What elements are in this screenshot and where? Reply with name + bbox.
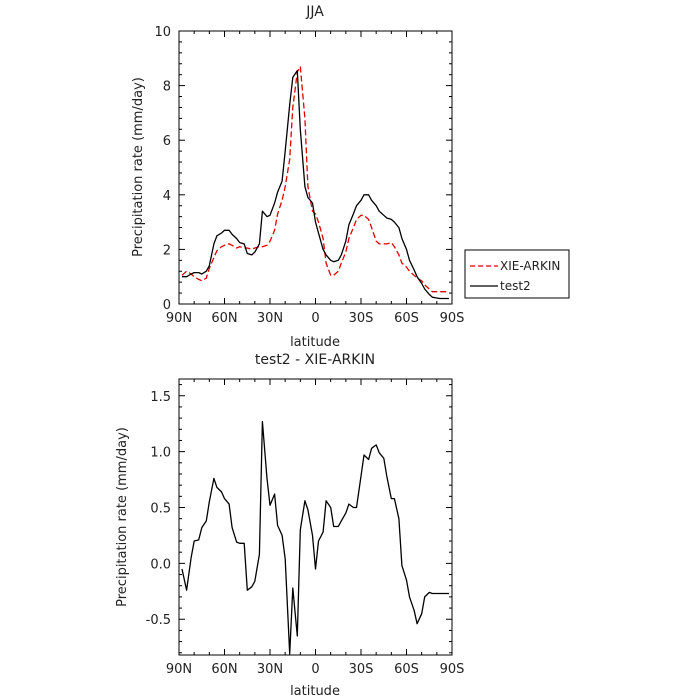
y-axis-label: Precipitation rate (mm/day) [131, 77, 146, 257]
x-axis-label: latitude [290, 684, 340, 699]
chart-title: JJA [305, 4, 324, 20]
x-tick-label: 90N [166, 662, 192, 677]
x-tick-label: 90N [166, 311, 192, 326]
x-axis-label: latitude [290, 335, 340, 350]
y-tick-label: 8 [163, 80, 171, 95]
plot-frame [178, 378, 453, 656]
x-tick-label: 60S [394, 311, 419, 326]
legend-frame [464, 249, 570, 299]
y-tick-label: 0.0 [150, 557, 171, 572]
legend-label-test2: test2 [500, 279, 531, 293]
x-tick-label: 90S [440, 662, 465, 677]
y-tick-label: 10 [154, 25, 171, 40]
y-tick-label: -0.5 [146, 613, 171, 628]
series-line-test2-xie-arkin [181, 420, 449, 655]
x-tick-label: 90S [440, 311, 465, 326]
y-tick-label: 2 [163, 243, 171, 258]
y-tick-label: 0.5 [150, 502, 171, 517]
x-tick-label: 60N [211, 662, 237, 677]
x-tick-label: 60S [394, 662, 419, 677]
x-tick-label: 30N [257, 662, 283, 677]
y-tick-label: 6 [163, 134, 171, 149]
y-tick-label: 4 [163, 189, 171, 204]
x-tick-label: 0 [311, 311, 319, 326]
series-line-xie-arkin [181, 65, 449, 293]
x-tick-label: 30S [349, 662, 374, 677]
y-tick-label: 1.0 [150, 446, 171, 461]
y-axis-label: Precipitation rate (mm/day) [115, 427, 130, 607]
x-tick-label: 0 [311, 662, 319, 677]
chart-panel-diff: test2 - XIE-ARKIN 90N 60N 30N 0 30S 60S 90S -0.… [115, 352, 464, 699]
x-tick-label: 30N [257, 311, 283, 326]
series-line-test2 [182, 69, 449, 300]
y-tick-label: 0 [163, 298, 171, 313]
chart-title: test2 - XIE-ARKIN [255, 352, 375, 368]
x-tick-label: 60N [211, 311, 237, 326]
y-tick-label: 1.5 [150, 390, 171, 405]
x-tick-label: 30S [349, 311, 374, 326]
legend-label-xie-arkin: XIE-ARKIN [500, 259, 560, 273]
legend: XIE-ARKIN test2 [464, 249, 570, 299]
